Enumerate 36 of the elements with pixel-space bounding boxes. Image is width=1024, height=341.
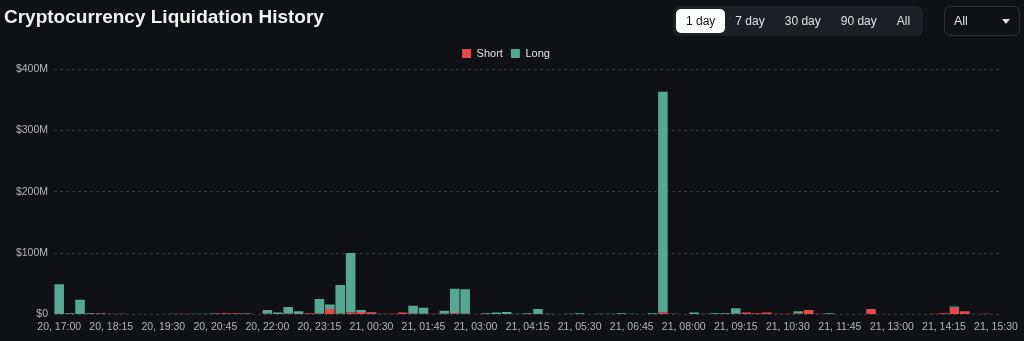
text: All: [954, 14, 968, 28]
x-tick-label: 20, 20:45: [193, 319, 238, 332]
y-tick-label: $200M: [15, 184, 48, 197]
x-tick-label: 21, 03:00: [453, 319, 498, 332]
x-tick-label: 21, 14:15: [922, 319, 966, 332]
x-tick-label: 20, 17:00: [37, 319, 82, 332]
x-tick-label: 20, 19:30: [141, 319, 186, 332]
x-tick-label: 21, 13:00: [870, 319, 914, 332]
x-tick-label: 20, 18:15: [89, 319, 134, 332]
bar: [658, 91, 668, 313]
text: 30 day: [783, 13, 822, 30]
y-tick-label: $0: [36, 307, 49, 320]
x-tick-label: 21, 11:45: [818, 319, 862, 332]
chart-title: Cryptocurrency Liquidation History: [4, 6, 324, 28]
x-tick-label: 21, 09:15: [713, 319, 758, 332]
text: All: [895, 13, 912, 30]
text: 1 day: [676, 9, 726, 33]
legend-label: Short: [476, 46, 503, 59]
y-tick-label: $100M: [15, 245, 48, 258]
x-tick-label: 21, 10:30: [765, 319, 810, 332]
y-tick-label: $400M: [15, 61, 48, 74]
x-tick-label: 21, 06:45: [609, 319, 654, 332]
x-tick-label: 21, 01:45: [401, 319, 446, 332]
x-tick-label: 21, 08:00: [661, 319, 706, 332]
x-tick-label: 21, 04:15: [505, 319, 550, 332]
text: 90 day: [839, 13, 878, 30]
text: 7 day: [734, 13, 766, 30]
x-tick-label: 20, 23:15: [297, 319, 342, 332]
x-tick-label: 21, 05:30: [557, 319, 602, 332]
x-tick-label: 21, 15:30: [974, 319, 1019, 332]
bar: [325, 308, 335, 314]
y-tick-label: $300M: [15, 123, 48, 136]
legend-label: Long: [525, 46, 550, 59]
x-tick-label: 21, 00:30: [349, 319, 394, 332]
x-tick-label: 20, 22:00: [245, 319, 290, 332]
bar: [866, 308, 876, 314]
